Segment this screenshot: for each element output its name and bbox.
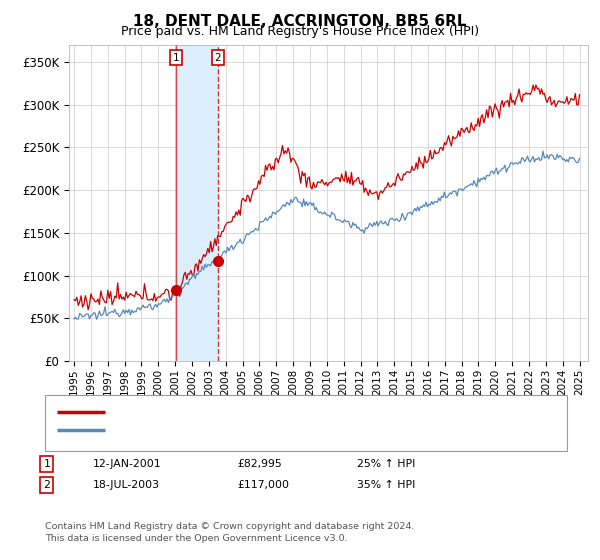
Text: 1: 1 bbox=[43, 459, 50, 469]
Text: £117,000: £117,000 bbox=[237, 480, 289, 490]
Text: 25% ↑ HPI: 25% ↑ HPI bbox=[357, 459, 415, 469]
Text: 2: 2 bbox=[215, 53, 221, 63]
Text: 18-JUL-2003: 18-JUL-2003 bbox=[93, 480, 160, 490]
Text: 2: 2 bbox=[43, 480, 50, 490]
Text: 18, DENT DALE, ACCRINGTON, BB5 6RL (detached house): 18, DENT DALE, ACCRINGTON, BB5 6RL (deta… bbox=[111, 407, 427, 417]
Text: 18, DENT DALE, ACCRINGTON, BB5 6RL: 18, DENT DALE, ACCRINGTON, BB5 6RL bbox=[133, 14, 467, 29]
Text: 35% ↑ HPI: 35% ↑ HPI bbox=[357, 480, 415, 490]
Text: £82,995: £82,995 bbox=[237, 459, 282, 469]
Text: 12-JAN-2001: 12-JAN-2001 bbox=[93, 459, 161, 469]
Bar bbox=[176, 45, 218, 361]
Text: 1: 1 bbox=[173, 53, 179, 63]
Text: Contains HM Land Registry data © Crown copyright and database right 2024.
This d: Contains HM Land Registry data © Crown c… bbox=[45, 522, 415, 543]
Text: Price paid vs. HM Land Registry's House Price Index (HPI): Price paid vs. HM Land Registry's House … bbox=[121, 25, 479, 38]
Text: HPI: Average price, detached house, Hyndburn: HPI: Average price, detached house, Hynd… bbox=[111, 425, 367, 435]
